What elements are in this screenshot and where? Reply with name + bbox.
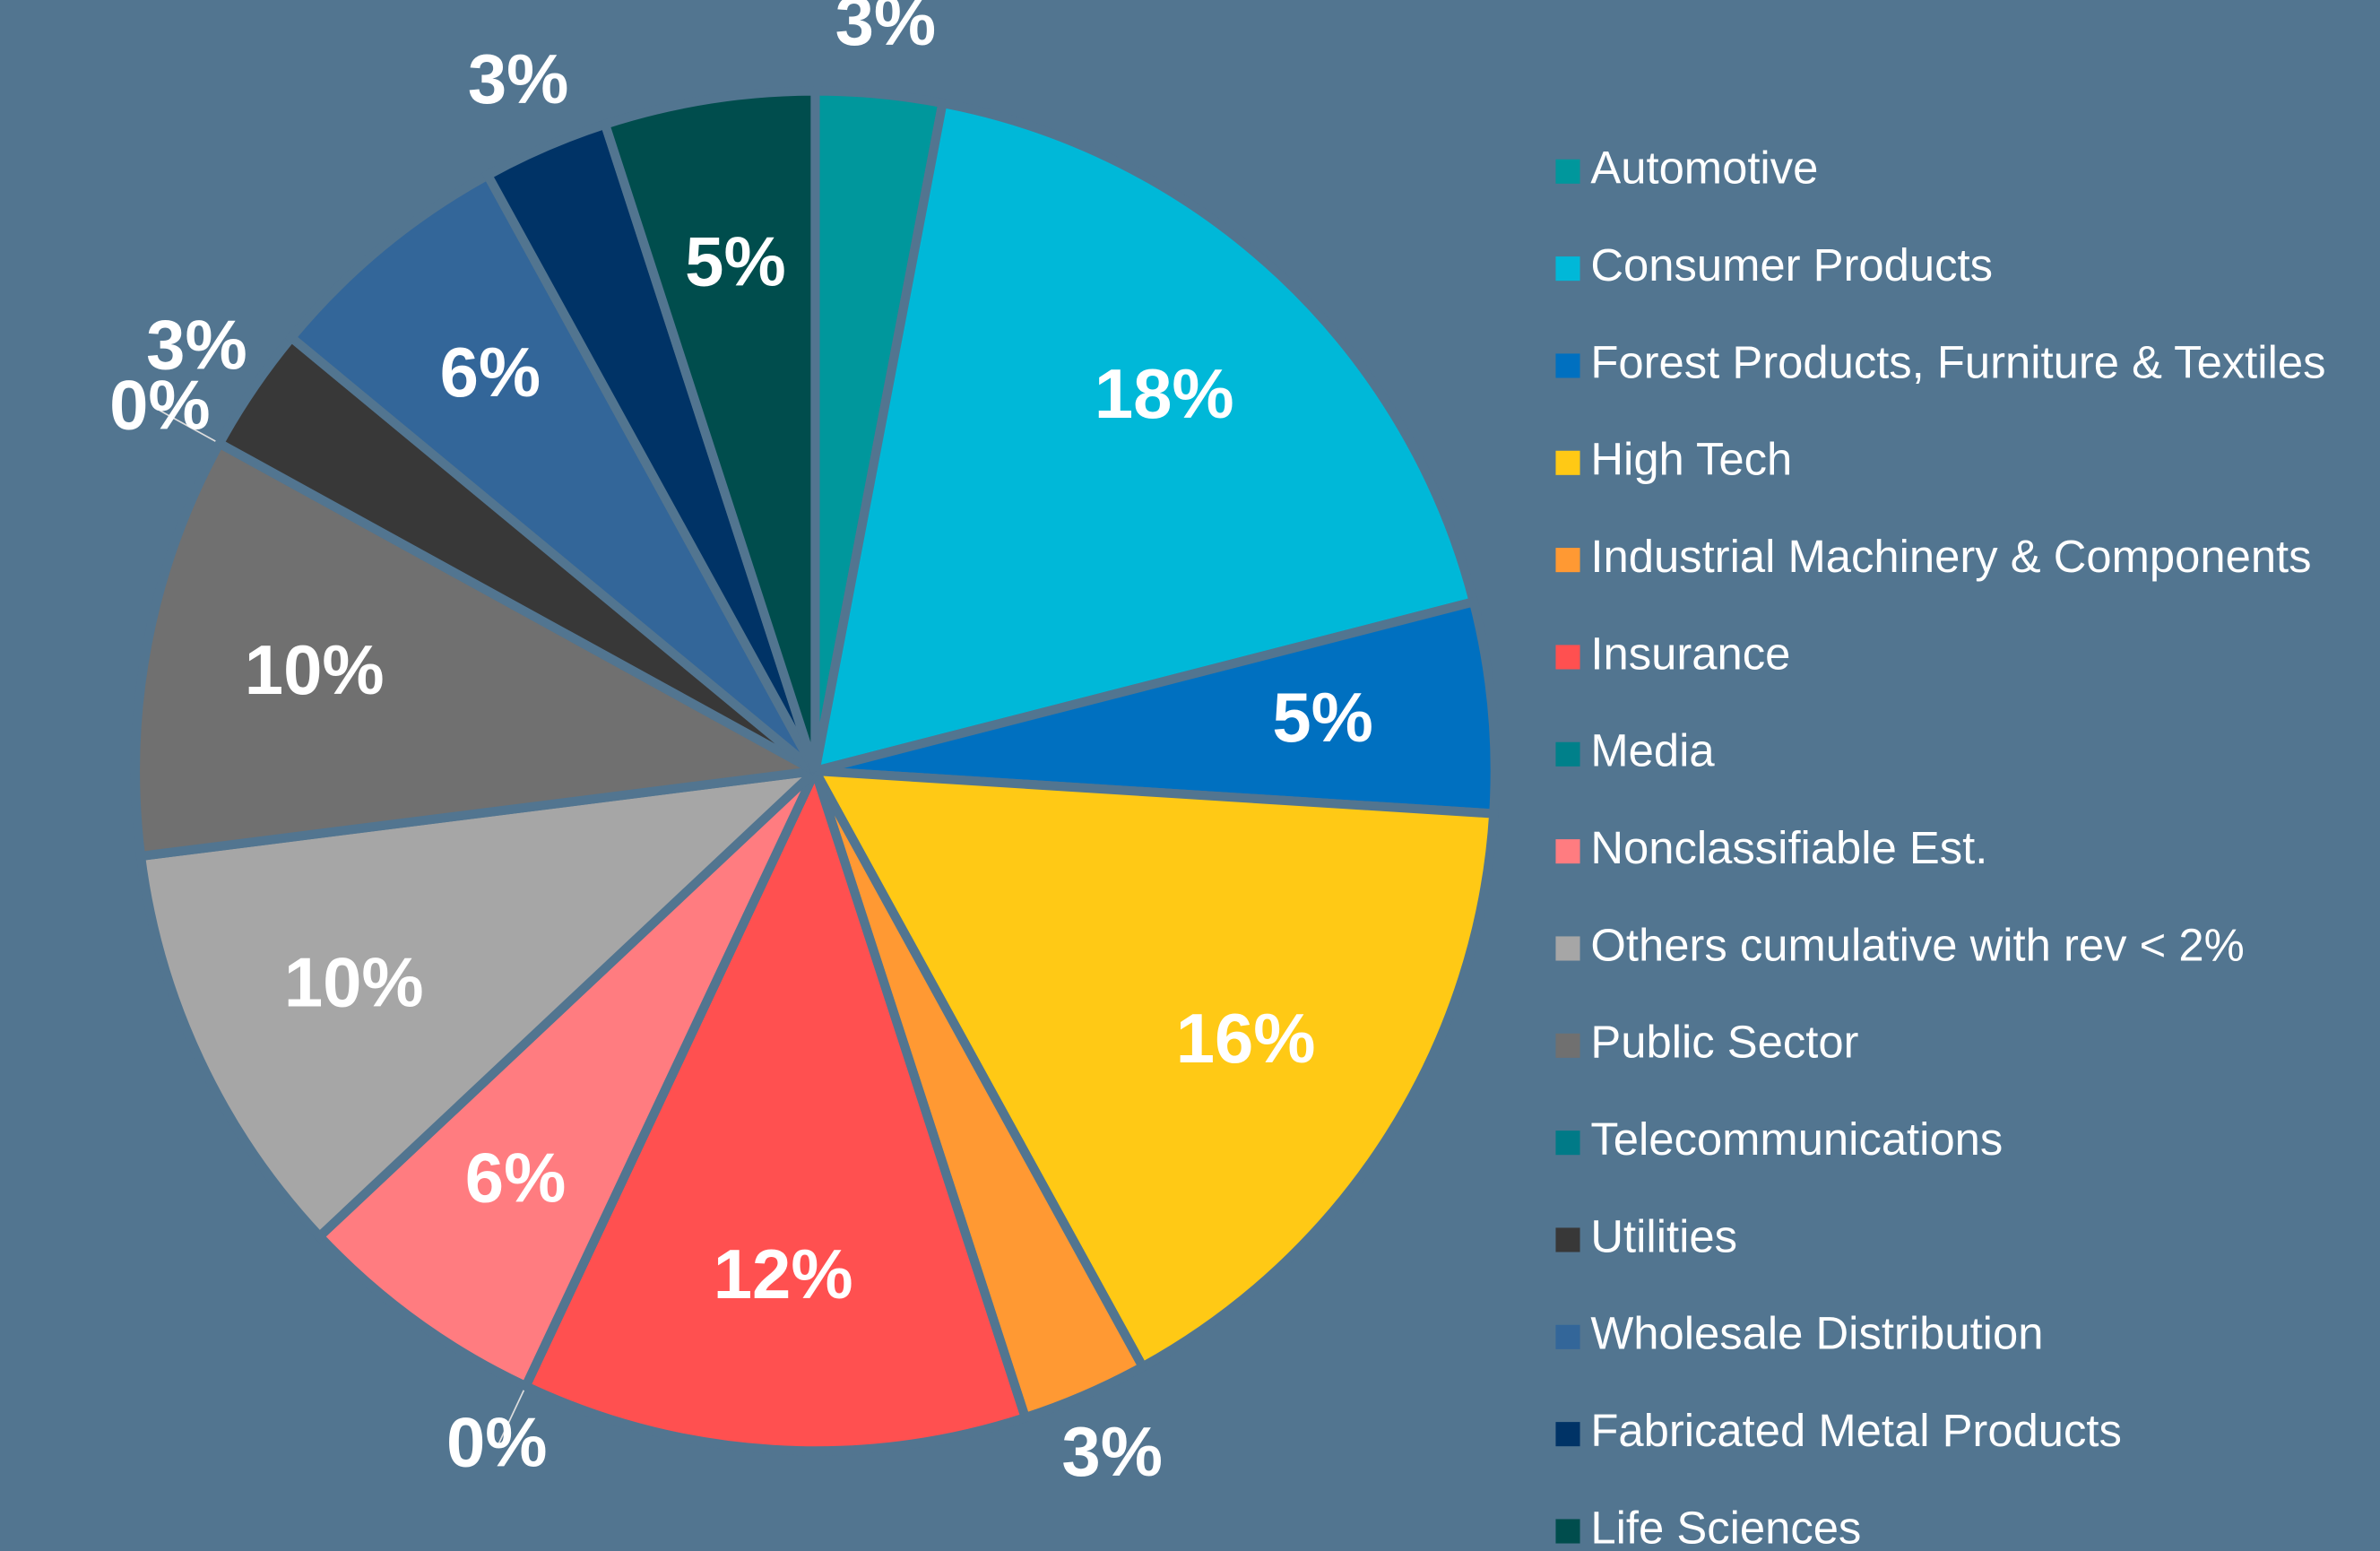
data-label: 0%	[109, 368, 211, 445]
legend-swatch	[1555, 1519, 1580, 1544]
legend-label: Fabricated Metal Products	[1590, 1405, 2122, 1456]
legend-swatch	[1555, 1131, 1580, 1156]
data-label: 3%	[146, 308, 247, 385]
data-label: 0%	[446, 1404, 548, 1481]
legend-swatch	[1555, 839, 1580, 864]
legend-label: Nonclassifiable Est.	[1590, 822, 1987, 873]
data-label: 3%	[835, 0, 937, 60]
legend-swatch	[1555, 741, 1580, 767]
pie-slice	[599, 86, 820, 773]
data-label: 12%	[714, 1236, 853, 1313]
legend-label: Media	[1590, 725, 1715, 776]
pie-slice	[814, 596, 1500, 819]
data-label: 5%	[1272, 680, 1373, 757]
legend-label: Telecommunications	[1590, 1113, 2003, 1165]
legend-label: High Tech	[1590, 434, 1792, 485]
pie-slice	[519, 758, 1032, 1456]
legend-swatch	[1555, 159, 1580, 184]
leader-line	[496, 1385, 527, 1449]
legend-label: Industrial Machinery & Components	[1590, 531, 2311, 582]
data-label: 3%	[1061, 1414, 1163, 1491]
legend-swatch	[1555, 353, 1580, 378]
legend-swatch	[1555, 1227, 1580, 1252]
pie-slice	[135, 764, 829, 1243]
data-label: 10%	[284, 945, 424, 1022]
data-label: 18%	[1095, 356, 1234, 433]
data-label: 6%	[440, 334, 541, 412]
legend-label: Consumer Products	[1590, 239, 1993, 290]
legend-label: Automotive	[1590, 143, 1818, 194]
pie-slice	[809, 98, 1480, 777]
data-label: 10%	[245, 632, 385, 709]
legend-swatch	[1555, 645, 1580, 670]
legend-swatch	[1555, 1422, 1580, 1447]
legend-label: Life Sciences	[1590, 1502, 1861, 1551]
data-label: 6%	[465, 1140, 567, 1217]
legend-swatch	[1555, 548, 1580, 573]
leader-line	[159, 410, 221, 445]
legend-label: Utilities	[1590, 1210, 1737, 1261]
legend-label: Insurance	[1590, 628, 1790, 679]
legend-swatch	[1555, 256, 1580, 282]
legend-swatch	[1555, 450, 1580, 475]
data-label: 16%	[1176, 1001, 1316, 1078]
pie-slice	[807, 766, 1499, 1373]
data-label: 3%	[468, 41, 569, 118]
legend-label: Wholesale Distribution	[1590, 1308, 2043, 1359]
legend-swatch	[1555, 1324, 1580, 1349]
legend-label: Forest Products, Furniture & Textiles	[1590, 336, 2325, 387]
data-label: 5%	[685, 224, 786, 301]
legend-label: Public Sector	[1590, 1017, 1858, 1068]
pie-slice	[313, 767, 819, 1392]
legend-swatch	[1555, 1033, 1580, 1058]
pie-slice	[130, 437, 830, 862]
legend-label: Others cumulative with rev < 2%	[1590, 919, 2244, 970]
legend-swatch	[1555, 936, 1580, 961]
pie-slice	[284, 169, 819, 775]
